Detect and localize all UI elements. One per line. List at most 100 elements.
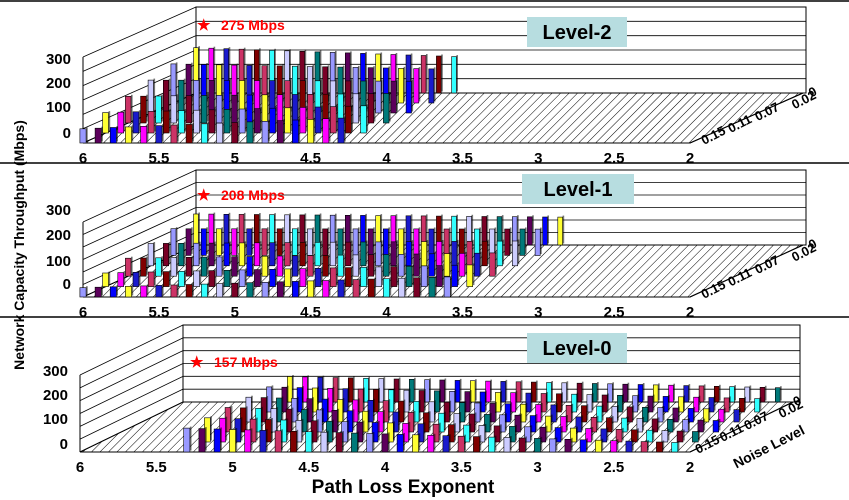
bar-side (311, 430, 314, 451)
bar (200, 228, 207, 256)
bar (185, 228, 192, 256)
bar-side (175, 62, 178, 102)
bar (474, 252, 481, 277)
bar-side (474, 412, 477, 431)
x-tick-label: 4 (382, 150, 391, 167)
bar-side (495, 401, 497, 421)
bar-side (243, 212, 246, 244)
bar-side (274, 241, 277, 265)
bar (231, 228, 238, 256)
bar-side (456, 214, 458, 244)
bar-side (673, 417, 675, 431)
bar (320, 431, 328, 453)
bar-side (403, 66, 406, 102)
bar (155, 257, 162, 277)
bar (163, 271, 170, 287)
bar (170, 124, 178, 144)
bar (693, 396, 699, 413)
bar (585, 428, 592, 443)
bar-side (214, 78, 216, 112)
bar-side (510, 402, 513, 421)
bar (488, 436, 496, 453)
bar-side (495, 251, 497, 275)
bar-side (517, 215, 519, 244)
bar (436, 265, 443, 287)
bar (375, 241, 382, 267)
bar-side (434, 252, 437, 275)
bar-side (410, 53, 413, 92)
bar-side (632, 405, 635, 421)
bar-side (581, 381, 584, 401)
bar-side (206, 63, 208, 102)
bar (352, 279, 360, 298)
bar-side (673, 383, 675, 401)
bar-side (271, 418, 273, 441)
bar-side (501, 215, 504, 244)
bar (163, 110, 170, 134)
bar (125, 285, 132, 298)
bar-side (297, 227, 299, 254)
bar-side (381, 265, 384, 286)
side-gridline (82, 207, 197, 260)
bar (489, 228, 495, 256)
bar-side (457, 263, 460, 286)
bar-side (251, 227, 254, 254)
bar-side (350, 79, 353, 112)
bar-side (444, 411, 446, 431)
bar (398, 277, 406, 298)
bar-side (601, 438, 604, 451)
bar-side (749, 385, 752, 401)
bar-side (388, 227, 390, 254)
bar-side (322, 408, 324, 431)
bar-side (380, 52, 383, 92)
bar-side (562, 215, 565, 244)
level-label: Level-2 (543, 22, 612, 44)
bar-side (530, 391, 533, 411)
bar-side (256, 417, 258, 441)
x-tick-label: 4 (381, 459, 390, 476)
bar (698, 385, 705, 403)
x-tick-label: 3 (534, 304, 542, 321)
bar (474, 228, 480, 256)
bar-side (191, 227, 193, 254)
bar-side (536, 380, 538, 401)
bar-side (320, 240, 322, 265)
side-gridline (79, 363, 184, 414)
bar (549, 438, 557, 453)
bar-side (683, 429, 685, 441)
bar-side (642, 383, 645, 401)
bar (147, 243, 154, 267)
bar (208, 213, 214, 246)
y-tick-label: 300 (43, 363, 68, 380)
bar-side (545, 425, 548, 441)
y-tick-label: 100 (46, 253, 71, 270)
bar (511, 240, 518, 267)
bar (640, 441, 648, 453)
bar-side (332, 419, 334, 441)
bar (223, 269, 231, 287)
bar-side (220, 427, 222, 451)
bar-side (418, 227, 421, 254)
bar-side (297, 254, 300, 275)
bar-side (368, 409, 370, 431)
bar-side (86, 286, 88, 296)
bar-side (469, 390, 472, 411)
bar-side (358, 253, 361, 275)
bar (291, 281, 299, 298)
bar-side (413, 410, 416, 431)
bar-side (517, 239, 520, 265)
bar-side (419, 399, 421, 421)
bar (451, 215, 457, 246)
bar-side (703, 418, 706, 431)
bar-side (540, 227, 542, 254)
side-gridline (82, 194, 197, 248)
bar (610, 440, 618, 453)
bar-side (677, 441, 680, 451)
bar-side (472, 263, 475, 286)
bar-side (411, 79, 414, 112)
bar (375, 215, 381, 246)
bar-side (289, 49, 291, 92)
bar (407, 412, 415, 433)
bar-side (780, 386, 782, 401)
bar (269, 242, 276, 267)
